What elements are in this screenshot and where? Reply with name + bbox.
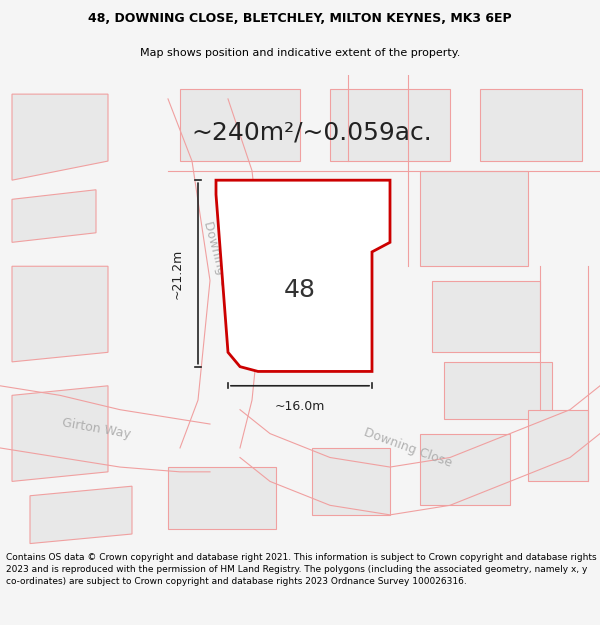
Polygon shape	[444, 362, 552, 419]
Polygon shape	[12, 190, 96, 242]
Polygon shape	[420, 434, 510, 505]
Text: ~16.0m: ~16.0m	[275, 400, 325, 413]
Text: Downing Close: Downing Close	[201, 220, 237, 312]
Polygon shape	[12, 266, 108, 362]
Polygon shape	[12, 386, 108, 481]
Text: Downing Close: Downing Close	[362, 426, 454, 470]
Polygon shape	[180, 89, 300, 161]
Polygon shape	[168, 467, 276, 529]
Text: ~21.2m: ~21.2m	[170, 248, 184, 299]
Polygon shape	[12, 94, 108, 180]
Text: 48: 48	[284, 278, 316, 302]
Text: ~240m²/~0.059ac.: ~240m²/~0.059ac.	[191, 121, 433, 144]
Text: Girton Way: Girton Way	[61, 416, 131, 441]
Polygon shape	[216, 180, 390, 371]
Text: 48, DOWNING CLOSE, BLETCHLEY, MILTON KEYNES, MK3 6EP: 48, DOWNING CLOSE, BLETCHLEY, MILTON KEY…	[88, 12, 512, 25]
Polygon shape	[528, 410, 588, 481]
Polygon shape	[432, 281, 540, 352]
Polygon shape	[312, 448, 390, 515]
Polygon shape	[30, 486, 132, 544]
Polygon shape	[420, 171, 528, 266]
Polygon shape	[330, 89, 450, 161]
Text: Map shows position and indicative extent of the property.: Map shows position and indicative extent…	[140, 48, 460, 58]
Text: Contains OS data © Crown copyright and database right 2021. This information is : Contains OS data © Crown copyright and d…	[6, 553, 596, 586]
Polygon shape	[480, 89, 582, 161]
